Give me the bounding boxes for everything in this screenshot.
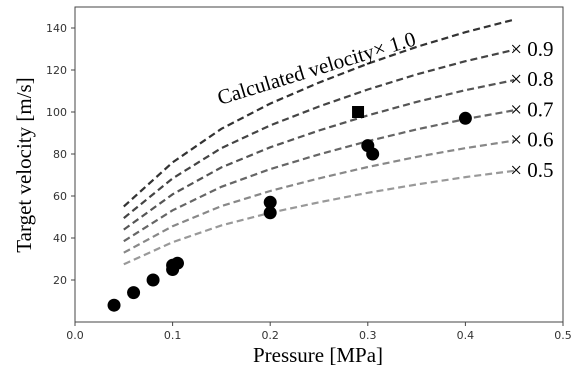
- curve-label: × 0.8: [510, 67, 553, 91]
- data-point: [127, 286, 141, 300]
- data-point-square: [352, 106, 365, 118]
- data-point: [170, 256, 184, 270]
- calculated-velocity-curves: [123, 18, 515, 266]
- data-point: [146, 273, 160, 287]
- curve-labels: Calculated velocity× 1.0 × 0.9 × 0.8 × 0.7 ×…: [214, 27, 553, 182]
- curve-x0-9: [123, 48, 515, 219]
- y-axis-label: Target velocity [m/s]: [12, 77, 36, 252]
- x-tick-label: 0.2: [261, 329, 279, 342]
- y-tick-label: 120: [46, 64, 67, 77]
- data-point: [107, 298, 121, 312]
- x-tick-label: 0.1: [164, 329, 182, 342]
- y-tick-label: 100: [46, 106, 67, 119]
- x-tick-label: 0.0: [66, 329, 84, 342]
- y-tick-label: 60: [53, 190, 67, 203]
- y-tick-label: 40: [53, 232, 67, 245]
- curve-label: × 0.6: [510, 128, 553, 152]
- curve-label: × 0.5: [510, 158, 553, 182]
- measured-points: [107, 106, 472, 312]
- curve-x0-5: [123, 169, 515, 266]
- x-axis-ticks: 0.0 0.1 0.2 0.3 0.4 0.5: [66, 322, 572, 342]
- y-tick-label: 140: [46, 22, 67, 35]
- curve-x0-8: [123, 79, 515, 231]
- data-point: [458, 111, 472, 125]
- plot-frame: [74, 6, 564, 323]
- x-axis-label: Pressure [MPa]: [253, 343, 383, 367]
- y-tick-label: 80: [53, 148, 67, 161]
- data-point: [366, 147, 380, 161]
- data-point: [263, 195, 277, 209]
- curve-x0-7: [123, 109, 515, 243]
- curve-label: × 0.7: [510, 97, 553, 121]
- x-tick-label: 0.5: [554, 329, 572, 342]
- x-tick-label: 0.4: [457, 329, 475, 342]
- curve-x0-6: [123, 139, 515, 254]
- y-tick-label: 20: [53, 274, 67, 287]
- curve-label: × 0.9: [510, 37, 553, 61]
- x-tick-label: 0.3: [359, 329, 377, 342]
- curve-label: Calculated velocity× 1.0: [214, 27, 418, 110]
- y-axis-ticks: 20 40 60 80 100 120 140: [46, 22, 75, 287]
- curve-x1: [123, 18, 515, 208]
- data-point: [263, 206, 277, 220]
